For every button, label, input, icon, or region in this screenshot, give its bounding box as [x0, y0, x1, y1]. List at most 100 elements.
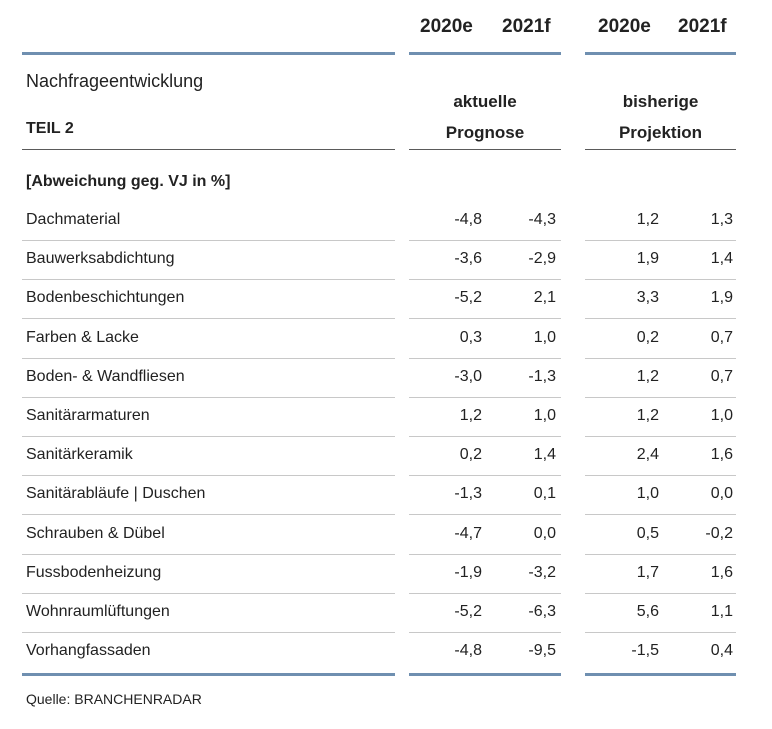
row-separator [22, 397, 395, 398]
row-value: -2,9 [528, 250, 556, 268]
source-note: Quelle: BRANCHENRADAR [26, 691, 202, 707]
row-value: 0,7 [710, 367, 733, 385]
row-label: Dachmaterial [26, 211, 121, 228]
row-separator [409, 318, 561, 319]
row-label: Bodenbeschichtungen [26, 289, 185, 307]
row-separator [22, 279, 395, 280]
header-rule-current [409, 149, 561, 150]
row-label: Boden- & Wandfliesen [26, 367, 185, 385]
row-value: 2,4 [636, 446, 659, 464]
row-label: Sanitärabläufe | Duschen [26, 485, 206, 503]
row-separator [22, 318, 395, 319]
row-value: 1,0 [636, 485, 659, 503]
row-value: -1,5 [631, 642, 659, 660]
row-value: 1,6 [710, 446, 733, 464]
row-value: 1,6 [710, 563, 733, 581]
table-subtitle: TEIL 2 [26, 120, 74, 137]
group-title-previous: bisherige Projektion [585, 86, 736, 148]
row-separator [22, 554, 395, 555]
row-separator [585, 475, 736, 476]
row-value: 0,5 [636, 524, 659, 542]
row-separator [22, 358, 395, 359]
row-value: 1,2 [636, 367, 659, 385]
row-value: -3,6 [454, 250, 482, 268]
row-separator [585, 240, 736, 241]
row-value: 1,4 [533, 446, 556, 464]
row-value: -0,2 [705, 524, 733, 542]
row-value: 1,2 [636, 407, 659, 424]
row-value: -3,2 [528, 563, 556, 581]
row-separator [409, 475, 561, 476]
row-separator [585, 593, 736, 594]
top-rule-previous [585, 52, 736, 55]
bottom-rule-previous [585, 673, 736, 676]
col-header-previous-2021: 2021f [678, 16, 727, 37]
col-header-current-2020: 2020e [420, 16, 473, 37]
row-separator [409, 240, 561, 241]
row-value: -1,9 [454, 563, 482, 581]
row-value: 0,0 [533, 524, 556, 542]
row-separator [585, 397, 736, 398]
row-label: Sanitärarmaturen [26, 407, 150, 424]
row-label: Sanitärkeramik [26, 446, 133, 464]
row-value: -9,5 [528, 642, 556, 660]
row-value: -1,3 [454, 485, 482, 503]
row-label: Bauwerksabdichtung [26, 250, 175, 268]
row-separator [22, 514, 395, 515]
header-rule-labels [22, 149, 395, 150]
row-value: 0,7 [710, 328, 733, 346]
row-label: Fussbodenheizung [26, 563, 162, 581]
row-value: 1,0 [533, 328, 556, 346]
table-title: Nachfrageentwicklung [26, 71, 204, 91]
row-label: Wohnraumlüftungen [26, 603, 170, 620]
row-separator [409, 514, 561, 515]
row-value: -4,8 [454, 642, 482, 660]
row-value: 1,2 [636, 211, 659, 228]
group-title-previous-line1: bisherige [622, 92, 699, 111]
row-value: -4,8 [454, 211, 482, 228]
row-separator [585, 514, 736, 515]
row-value: 1,4 [710, 250, 733, 268]
row-value: -1,3 [528, 367, 556, 385]
row-value: 1,3 [710, 211, 733, 228]
row-value: 1,0 [710, 407, 733, 424]
row-value: 0,0 [710, 485, 733, 503]
col-header-previous-2020: 2020e [598, 16, 651, 37]
row-label: Farben & Lacke [26, 328, 139, 346]
row-separator [409, 279, 561, 280]
row-value: -4,3 [528, 211, 556, 228]
top-rule-labels [22, 52, 395, 55]
row-label: Vorhangfassaden [26, 642, 151, 660]
col-header-current-2021: 2021f [502, 16, 551, 37]
row-value: 1,1 [710, 603, 733, 620]
row-separator [585, 279, 736, 280]
row-separator [585, 318, 736, 319]
row-value: -6,3 [528, 603, 556, 620]
row-separator [585, 436, 736, 437]
row-separator [22, 475, 395, 476]
row-separator [585, 632, 736, 633]
row-separator [22, 593, 395, 594]
row-value: 1,2 [459, 407, 482, 424]
row-value: 0,2 [636, 328, 659, 346]
top-rule-current [409, 52, 561, 55]
header-rule-previous [585, 149, 736, 150]
group-title-previous-line2: Projektion [618, 123, 703, 142]
row-value: -5,2 [454, 289, 482, 307]
row-value: 0,2 [459, 446, 482, 464]
row-separator [409, 397, 561, 398]
bottom-rule-current [409, 673, 561, 676]
group-title-current-line2: Prognose [445, 123, 525, 142]
row-separator [22, 632, 395, 633]
row-separator [409, 554, 561, 555]
row-value: 1,0 [533, 407, 556, 424]
row-separator [22, 240, 395, 241]
row-value: -5,2 [454, 603, 482, 620]
row-value: 3,3 [636, 289, 659, 307]
row-value: 1,9 [636, 250, 659, 268]
group-title-current: aktuelle Prognose [409, 86, 561, 148]
unit-label: [Abweichung geg. VJ in %] [26, 173, 231, 190]
row-value: 0,4 [710, 642, 733, 660]
row-separator [22, 436, 395, 437]
row-value: 1,9 [710, 289, 733, 307]
